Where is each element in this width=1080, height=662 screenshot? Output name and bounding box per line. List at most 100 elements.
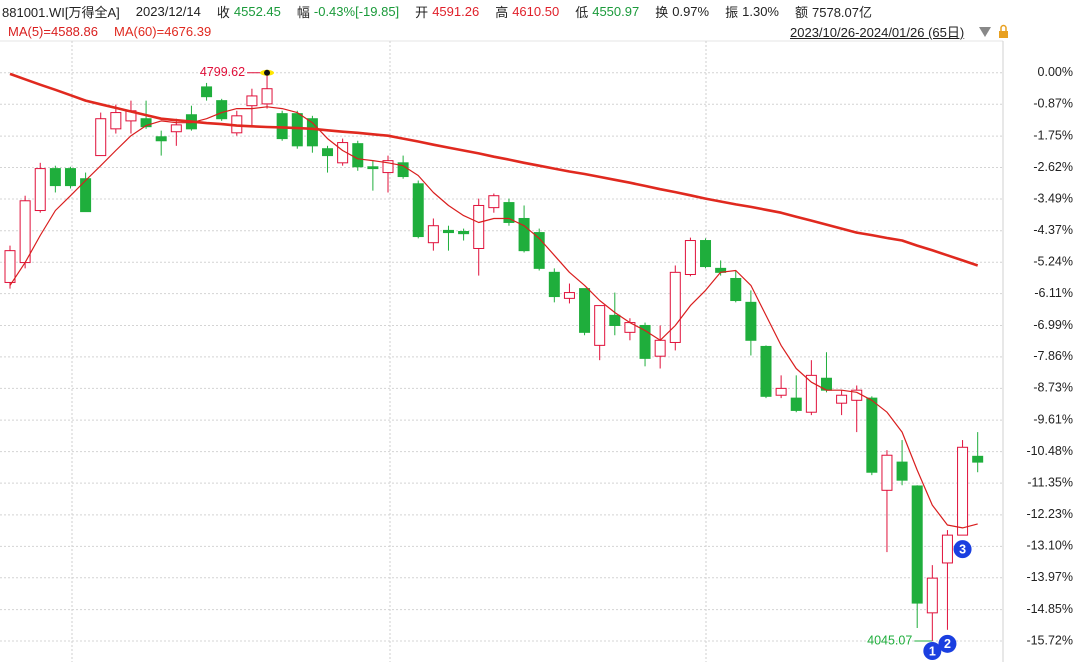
candle-body	[957, 446, 969, 536]
quote-label: 开	[415, 4, 429, 20]
candle-body	[34, 168, 46, 212]
signal-label: 3	[959, 542, 966, 556]
quote-label: 振	[725, 4, 739, 20]
legend-entry: MA(60)=4676.39	[113, 23, 212, 39]
candle-body	[563, 292, 575, 299]
candle-body	[473, 204, 485, 249]
candle-body	[382, 160, 394, 174]
quote-label: 高	[495, 4, 509, 20]
candle-body	[140, 118, 152, 128]
y-tick-label: -7.86%	[1033, 349, 1073, 363]
ma-line	[9, 106, 978, 529]
y-tick-label: -9.61%	[1033, 412, 1073, 426]
candle-body	[896, 461, 908, 481]
candle-body	[775, 387, 787, 396]
candle-body	[64, 168, 76, 187]
indicator-bar: MA(5)=4588.86 MA(60)=4676.39	[8, 22, 227, 40]
y-tick-label: -11.35%	[1027, 475, 1073, 489]
candle-body	[412, 183, 424, 238]
y-tick-label: -14.85%	[1026, 602, 1073, 616]
y-tick-label: -6.11%	[1034, 286, 1073, 300]
candle-body	[911, 485, 923, 604]
candle-body	[730, 277, 742, 302]
dropdown-icon[interactable]	[979, 27, 991, 37]
quote-value: 7578.07亿	[812, 4, 873, 20]
candle-body	[488, 195, 500, 209]
candle-body	[216, 100, 228, 120]
signal-marker	[923, 642, 942, 660]
candle-body	[609, 314, 621, 326]
quote-value: 4552.45	[233, 3, 281, 19]
quote-value: -0.43%[-19.85]	[313, 3, 400, 19]
candle-body	[201, 86, 213, 98]
candle-body	[518, 217, 530, 252]
candle-body	[49, 168, 61, 187]
candle-body	[19, 200, 31, 264]
candle-body	[941, 534, 953, 564]
max-label: 4799.62	[200, 65, 245, 79]
candle-body	[442, 229, 454, 234]
signal-marker	[938, 634, 957, 653]
max-dot	[264, 69, 271, 76]
candle-body	[790, 397, 802, 411]
candle-body	[458, 230, 470, 235]
y-tick-label: -3.49%	[1033, 191, 1073, 205]
quote-label: 收	[216, 4, 230, 20]
quote-value: 4550.97	[592, 3, 640, 19]
quote-label: 额	[795, 4, 809, 20]
candle-body	[866, 397, 878, 473]
candle-body	[322, 148, 334, 157]
candle-body	[926, 577, 938, 614]
candle-body	[4, 250, 16, 283]
candle-body	[579, 288, 591, 333]
lock-icon[interactable]	[999, 31, 1008, 38]
y-tick-label: -13.97%	[1026, 570, 1073, 584]
candle-body	[367, 166, 379, 170]
candle-body	[291, 113, 303, 147]
y-tick-label: -5.24%	[1033, 255, 1073, 269]
signal-label: 2	[944, 637, 951, 651]
quote-value: 4610.50	[512, 3, 560, 19]
candle-body	[745, 301, 757, 341]
date-range[interactable]: 2023/10/26-2024/01/26 (65日)	[790, 25, 965, 40]
min-label: 4045.07	[867, 633, 912, 647]
security-code: 881001.WI[万得全A]	[2, 4, 120, 20]
y-tick-label: -0.87%	[1033, 97, 1073, 111]
signal-marker	[953, 540, 972, 559]
quote-label: 幅	[296, 4, 310, 20]
candle-body	[654, 339, 666, 357]
quote-value: 1.30%	[742, 3, 779, 19]
y-tick-label: -12.23%	[1026, 507, 1073, 521]
candle-body	[669, 271, 681, 343]
y-tick-label: -1.75%	[1033, 128, 1073, 142]
candle-body	[639, 324, 651, 359]
y-tick-label: -8.73%	[1033, 381, 1073, 395]
candle-body	[881, 454, 893, 491]
y-tick-label: 0.00%	[1038, 65, 1073, 79]
candle-body	[805, 374, 817, 413]
candle-body	[110, 112, 122, 130]
candle-body	[306, 118, 318, 147]
quote-bar: 881001.WI[万得全A] 2023/12/14 收 4552.45 幅 -0.4…	[2, 2, 888, 20]
candle-body	[503, 202, 515, 223]
candle-body	[972, 455, 984, 463]
y-tick-label: -13.10%	[1026, 539, 1073, 553]
y-tick-label: -4.37%	[1033, 223, 1073, 237]
quote-value: 0.97%	[672, 3, 710, 19]
candle-body	[684, 240, 696, 276]
candle-body	[397, 162, 409, 178]
candle-body	[427, 225, 439, 244]
candle-body	[352, 143, 364, 168]
y-tick-label: -2.62%	[1033, 160, 1073, 174]
candle-body	[594, 305, 606, 346]
y-tick-label: -6.99%	[1033, 318, 1073, 332]
lock-shackle	[1000, 24, 1007, 31]
legend-entry: MA(5)=4588.86	[8, 23, 98, 39]
candle-body	[261, 88, 273, 105]
quote-value: 4591.26	[432, 3, 480, 19]
candle-body	[533, 232, 545, 269]
quote-date: 2023/12/14	[135, 3, 201, 19]
candle-body	[170, 124, 182, 133]
candle-body	[548, 271, 560, 298]
